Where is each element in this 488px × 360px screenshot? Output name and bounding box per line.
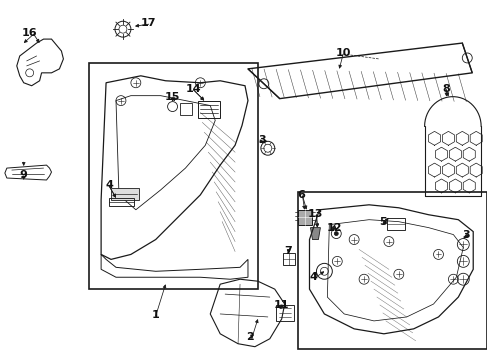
Polygon shape (310, 228, 320, 239)
Text: 3: 3 (462, 230, 469, 239)
Bar (282, 253, 294, 265)
Bar (109, 198, 134, 206)
Text: 17: 17 (141, 18, 156, 28)
Text: 1: 1 (151, 310, 159, 320)
Text: 4: 4 (309, 272, 317, 282)
Text: 13: 13 (307, 209, 323, 219)
Text: 4: 4 (105, 180, 113, 190)
Bar (180, 103, 192, 114)
Bar (275, 305, 293, 321)
Text: 9: 9 (20, 170, 28, 180)
Text: 7: 7 (283, 247, 291, 256)
Bar (297, 210, 312, 225)
Text: 15: 15 (164, 92, 180, 102)
Text: 2: 2 (245, 332, 253, 342)
Text: 6: 6 (297, 190, 305, 200)
Text: 12: 12 (326, 222, 341, 233)
Circle shape (334, 231, 338, 235)
Bar (111, 188, 139, 200)
Bar (89, 63, 257, 289)
Bar (297, 192, 486, 349)
Text: 14: 14 (185, 84, 201, 94)
Text: 16: 16 (22, 28, 38, 38)
Bar (386, 218, 404, 230)
Bar (198, 100, 220, 118)
Text: 5: 5 (378, 217, 386, 227)
Text: 3: 3 (258, 135, 265, 145)
Text: 11: 11 (273, 300, 289, 310)
Text: 8: 8 (442, 84, 449, 94)
Text: 10: 10 (335, 48, 350, 58)
